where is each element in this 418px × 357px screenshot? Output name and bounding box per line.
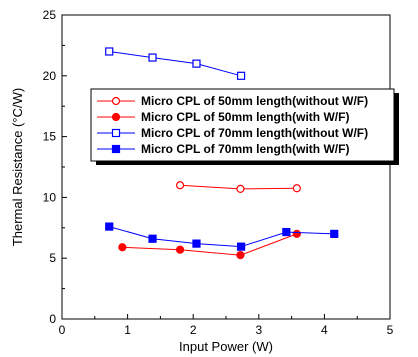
series-2-point-3 bbox=[236, 71, 246, 80]
legend-item-3: Micro CPL of 70mm length(with W/F) bbox=[97, 142, 349, 156]
series-3-point-3 bbox=[236, 242, 246, 251]
series-layer bbox=[105, 47, 339, 260]
series-2-point-1 bbox=[148, 53, 157, 62]
y-tick-label-1: 5 bbox=[49, 251, 56, 265]
series-1-point-3 bbox=[292, 229, 301, 238]
legend-item-2: Micro CPL of 70mm length(without W/F) bbox=[97, 126, 368, 140]
y-tick-label-4: 20 bbox=[43, 69, 57, 83]
series-3-line bbox=[109, 226, 335, 248]
series-1-point-1 bbox=[175, 245, 185, 254]
x-tick-label-0: 0 bbox=[59, 323, 66, 337]
series-2-point-2 bbox=[192, 59, 201, 68]
x-tick-label-5: 5 bbox=[387, 323, 394, 337]
y-tick-label-5: 25 bbox=[43, 8, 57, 22]
legend-swatch-marker-2 bbox=[111, 128, 121, 138]
series-1-point-0 bbox=[118, 243, 127, 252]
x-tick-label-4: 4 bbox=[321, 323, 328, 337]
x-axis-label: Input Power (W) bbox=[179, 339, 273, 354]
series-2-line bbox=[109, 51, 242, 77]
series-2-point-0 bbox=[105, 47, 114, 56]
x-tick-label-3: 3 bbox=[255, 323, 262, 337]
legend-items: Micro CPL of 50mm length(without W/F) Mic… bbox=[97, 94, 368, 156]
y-axis-label: Thermal Resistance (°C/W) bbox=[10, 88, 25, 246]
legend-swatch-marker-0 bbox=[111, 96, 121, 106]
series-1-point-2 bbox=[236, 251, 245, 260]
series-3 bbox=[105, 222, 339, 251]
series-3-point-2 bbox=[192, 239, 201, 248]
series-1-line bbox=[122, 233, 297, 256]
legend-swatch-marker-3 bbox=[111, 144, 121, 154]
legend-label-0: Micro CPL of 50mm length(without W/F) bbox=[141, 94, 368, 108]
legend-box bbox=[90, 88, 395, 162]
legend: Micro CPL of 50mm length(without W/F) Mic… bbox=[90, 88, 399, 165]
y-tick-label-0: 0 bbox=[49, 312, 56, 326]
legend-item-1: Micro CPL of 50mm length(with W/F) bbox=[97, 110, 349, 124]
series-0-point-0 bbox=[175, 181, 185, 190]
legend-label-3: Micro CPL of 70mm length(with W/F) bbox=[141, 142, 349, 156]
legend-label-2: Micro CPL of 70mm length(without W/F) bbox=[141, 126, 368, 140]
plot-frame bbox=[61, 14, 391, 320]
series-0-point-1 bbox=[236, 184, 245, 193]
series-2 bbox=[105, 47, 246, 80]
x-tick-label-1: 1 bbox=[124, 323, 131, 337]
x-tick-label-2: 2 bbox=[190, 323, 197, 337]
series-3-point-5 bbox=[330, 229, 339, 238]
axis-ticks: 0 1 2 3 4 5 0 5 10 15 20 25 bbox=[43, 8, 394, 337]
series-1 bbox=[118, 229, 301, 260]
series-0-point-2 bbox=[292, 184, 301, 193]
legend-swatch-marker-1 bbox=[111, 112, 121, 122]
series-3-point-4 bbox=[282, 227, 291, 237]
legend-label-1: Micro CPL of 50mm length(with W/F) bbox=[141, 110, 349, 124]
legend-item-0: Micro CPL of 50mm length(without W/F) bbox=[97, 94, 368, 108]
y-tick-label-2: 10 bbox=[43, 190, 57, 204]
series-3-point-1 bbox=[148, 234, 157, 243]
series-3-point-0 bbox=[105, 222, 114, 231]
y-tick-label-3: 15 bbox=[43, 130, 57, 144]
series-0 bbox=[175, 181, 301, 193]
